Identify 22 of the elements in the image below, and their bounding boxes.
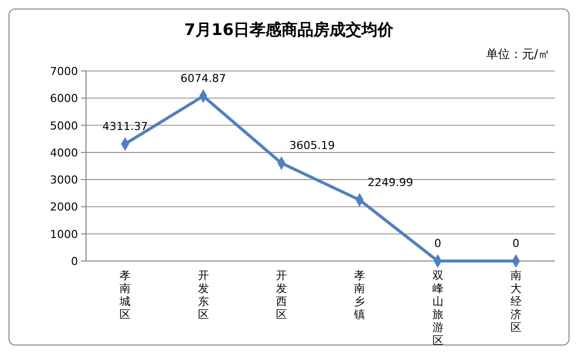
y-tick-label: 4000 [50,146,78,160]
text: 单位：元/㎡ [486,47,550,61]
data-label: 2249.99 [368,176,414,189]
data-label: 3605.19 [289,139,335,152]
data-label: 0 [512,237,520,250]
x-tick-label: 南大经济区 [510,269,522,334]
x-tick-label: 开发西区 [276,269,287,321]
x-tick-label: 双峰山旅游区 [432,269,444,347]
x-tick-label: 孝南城区 [118,269,131,321]
data-label: 6074.87 [180,72,226,86]
y-tick-label: 3000 [50,174,78,187]
y-tick-label: 1000 [50,228,78,241]
x-tick-label: 孝南乡镇 [353,269,366,321]
y-tick-label: 2000 [50,200,78,214]
data-label: 0 [434,237,442,250]
y-tick-label: 0 [71,255,78,268]
x-tick-label: 开发东区 [198,269,209,321]
y-tick-label: 5000 [50,119,78,132]
y-tick-label: 7000 [50,65,78,78]
y-tick-label: 6000 [50,92,78,106]
chart-title: 7月16日孝感商品房成交均价 [184,20,395,39]
data-label: 4311.37 [102,120,148,133]
